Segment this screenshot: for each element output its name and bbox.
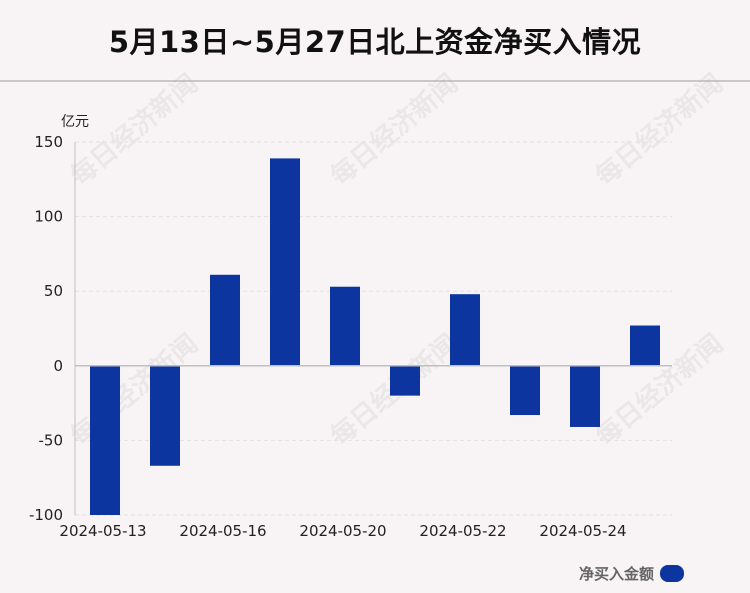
y-tick-label: 50 [44,282,63,300]
y-tick-label: 0 [53,357,63,375]
bar [330,286,360,366]
bar [150,365,180,466]
x-tick-label: 2024-05-13 [59,522,146,540]
bar [270,158,300,366]
bar [630,325,660,366]
bar [450,294,480,366]
bar [390,365,420,396]
chart-title: 5月13日~5月27日北上资金净买入情况 [108,25,642,59]
y-axis-unit-label: 亿元 [61,114,89,130]
legend: 净买入金额 [579,563,684,584]
x-tick-label: 2024-05-22 [419,522,506,540]
legend-swatch [660,565,684,582]
y-tick-label: 150 [34,133,63,151]
y-tick-label: 100 [34,208,63,226]
legend-label: 净买入金额 [578,565,654,583]
bar [210,274,240,366]
y-tick-label: -100 [29,506,63,524]
bar [510,365,540,416]
y-tick-label: -50 [39,431,64,449]
bar [90,365,120,515]
title-divider [0,80,750,82]
x-tick-label: 2024-05-16 [179,522,266,540]
bar [570,365,600,427]
x-tick-label: 2024-05-20 [299,522,386,540]
x-tick-label: 2024-05-24 [539,522,626,540]
